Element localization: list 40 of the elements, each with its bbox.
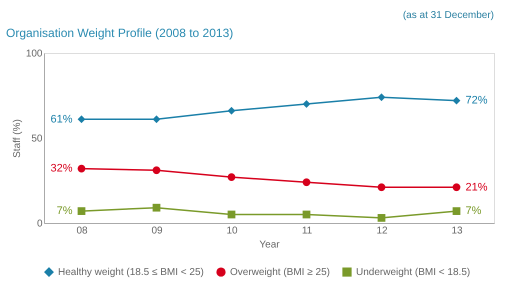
x-tick-label: 08 [76, 226, 88, 236]
point [152, 204, 160, 212]
point [78, 164, 86, 172]
data-label: 72% [466, 94, 488, 107]
data-label: 7% [466, 205, 482, 218]
x-tick-label: 11 [302, 226, 313, 236]
x-tick-label: 13 [451, 226, 463, 236]
legend-label: Healthy weight (18.5 ≤ BMI < 25) [58, 267, 204, 278]
data-label: 61% [50, 113, 73, 126]
point [452, 183, 460, 192]
data-label: 32% [50, 162, 73, 175]
legend-label: Underweight (BMI < 18.5) [356, 267, 470, 278]
point [452, 207, 460, 215]
x-tick-label: 09 [151, 226, 163, 236]
legend-label: Overweight (BMI ≥ 25) [230, 267, 330, 278]
y-tick-label: 0 [36, 218, 43, 230]
point [152, 166, 160, 174]
y-axis-title: Staff (%) [12, 119, 23, 158]
x-axis-title: Year [259, 240, 280, 250]
text: (as at 31 December) [402, 10, 494, 21]
x-tick-label: 12 [376, 226, 388, 236]
point [152, 115, 160, 124]
point [78, 115, 86, 124]
point [228, 106, 236, 115]
point [378, 183, 386, 192]
point [378, 93, 386, 102]
point [302, 100, 310, 108]
point [302, 178, 310, 186]
point [302, 210, 310, 218]
point [228, 210, 236, 218]
point [378, 214, 386, 222]
x-tick-label: 10 [226, 226, 238, 236]
point [228, 173, 236, 181]
chart-title: Organisation Weight Profile (2008 to 2013) [6, 26, 234, 40]
y-tick-label: 100 [26, 48, 43, 60]
data-label: 21% [466, 181, 488, 194]
y-tick-label: 50 [31, 134, 43, 144]
point [78, 207, 86, 215]
data-label: 7% [56, 205, 73, 218]
point [452, 96, 460, 104]
